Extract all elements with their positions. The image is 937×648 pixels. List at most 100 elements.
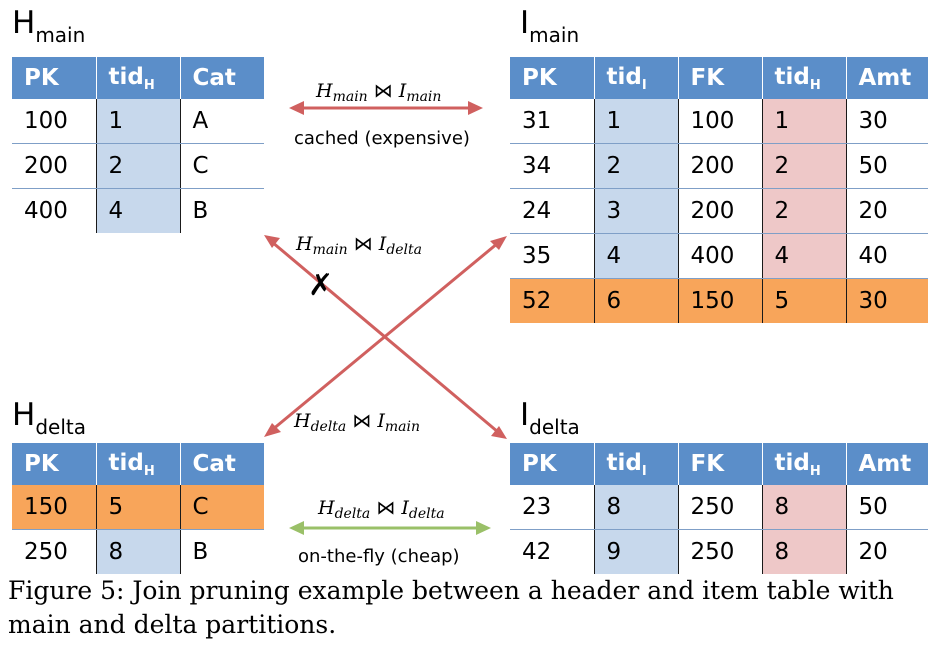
h-main-table: PK tidH Cat 100 1 A 200 2 C 400 4 B	[12, 57, 264, 233]
h-delta-table: PK tidH Cat 150 5 C 250 8 B	[12, 443, 264, 574]
table-row: 35 4 400 4 40	[510, 233, 928, 279]
table-cell: 34	[510, 143, 595, 189]
table-cell: 2	[762, 188, 847, 234]
table-cell: 150	[678, 278, 763, 323]
column-header: Cat	[180, 57, 264, 99]
table-cell: 5	[96, 485, 181, 530]
table-row: 400 4 B	[12, 188, 264, 233]
join-label-main-delta: Hmain ⋈ Idelta	[296, 233, 423, 258]
h-delta-title: Hdelta	[12, 397, 86, 439]
column-header: PK	[510, 57, 595, 99]
join-note-cached: cached (expensive)	[294, 128, 470, 149]
table-row: 34 2 200 2 50	[510, 143, 928, 189]
column-header: tidH	[96, 443, 181, 485]
i-main-title: Imain	[520, 5, 580, 47]
table-cell: 4	[96, 188, 181, 233]
table-cell: B	[192, 198, 209, 224]
column-header: tidI	[594, 57, 679, 99]
join-note-on-the-fly: on-the-fly (cheap)	[298, 546, 460, 567]
column-header: Cat	[180, 443, 264, 485]
column-header: Amt	[846, 443, 928, 485]
table-cell: 23	[510, 485, 595, 530]
h-main-title: Hmain	[12, 5, 86, 47]
table-cell: 100	[678, 99, 763, 144]
table-row: 52 6 150 5 30	[510, 278, 928, 323]
table-cell: 8	[96, 529, 181, 574]
table-cell: C	[180, 485, 264, 530]
table-cell: 50	[846, 143, 928, 189]
arrow-main-main	[289, 101, 483, 115]
table-cell: 8	[762, 529, 847, 574]
header-row: PK tidI FK tidH Amt	[510, 443, 928, 485]
column-header: FK	[678, 443, 763, 485]
column-header: PK	[12, 57, 97, 99]
join-label-delta-delta: Hdelta ⋈ Idelta	[318, 497, 445, 522]
table-cell: 4	[594, 233, 679, 279]
table-cell: 1	[594, 99, 679, 144]
table-cell: 2	[96, 143, 181, 189]
column-header: PK	[12, 443, 97, 485]
table-cell: 35	[510, 233, 595, 279]
table-cell: 250	[678, 485, 763, 530]
table-row: 24 3 200 2 20	[510, 188, 928, 234]
table-cell: 150	[12, 485, 97, 530]
table-row: 250 8 B	[12, 529, 264, 574]
join-label-main-main: Hmain ⋈ Imain	[316, 80, 442, 105]
table-cell: 250	[678, 529, 763, 574]
column-header: PK	[510, 443, 595, 485]
table-row: 100 1 A	[12, 99, 264, 144]
table-cell: 200	[12, 143, 97, 189]
table-row: 42 9 250 8 20	[510, 529, 928, 574]
table-cell: 20	[858, 539, 888, 565]
join-label-delta-main: Hdelta ⋈ Imain	[294, 410, 421, 435]
table-cell: 42	[510, 529, 595, 574]
table-cell: 8	[594, 485, 679, 530]
table-cell: 2	[594, 143, 679, 189]
table-cell: 30	[846, 99, 928, 144]
table-row: 200 2 C	[12, 143, 264, 189]
header-row: PK tidH Cat	[12, 443, 264, 485]
table-cell: 1	[762, 99, 847, 144]
table-cell: 400	[678, 233, 763, 279]
column-header: FK	[678, 57, 763, 99]
table-cell: 250	[12, 529, 97, 574]
table-cell: A	[180, 99, 264, 144]
table-cell: 200	[678, 188, 763, 234]
figure-caption: Figure 5: Join pruning example between a…	[8, 576, 894, 639]
table-cell: 100	[12, 99, 97, 144]
column-header: tidH	[762, 443, 847, 485]
table-cell: 31	[510, 99, 595, 144]
table-cell: 50	[846, 485, 928, 530]
table-cell: 24	[510, 188, 595, 234]
table-cell: 1	[96, 99, 181, 144]
table-cell: 3	[594, 188, 679, 234]
table-cell: 8	[762, 485, 847, 530]
i-delta-table: PK tidI FK tidH Amt 23 8 250 8 50 42 9 250 8 20	[510, 443, 928, 574]
table-cell: 9	[594, 529, 679, 574]
header-row: PK tidI FK tidH Amt	[510, 57, 928, 99]
header-row: PK tidH Cat	[12, 57, 264, 99]
i-main-table: PK tidI FK tidH Amt 31 1 100 1 30 34 2 200 2 50 24 3 200 2…	[510, 57, 928, 323]
table-cell: 30	[846, 278, 928, 323]
table-cell: 400	[12, 188, 97, 233]
arrow-delta-delta	[289, 521, 491, 535]
table-row: 31 1 100 1 30	[510, 99, 928, 144]
table-row: 150 5 C	[12, 485, 264, 530]
column-header: tidH	[96, 57, 181, 99]
table-cell: C	[180, 143, 264, 189]
table-cell: 200	[678, 143, 763, 189]
table-cell: 4	[762, 233, 847, 279]
column-header: Amt	[846, 57, 928, 99]
table-cell: 20	[846, 188, 928, 234]
column-header: tidI	[594, 443, 679, 485]
table-cell: B	[192, 539, 209, 565]
arrow-hdelta-imain	[264, 236, 507, 437]
table-cell: 40	[846, 233, 928, 279]
table-cell: 5	[762, 278, 847, 323]
column-header: tidH	[762, 57, 847, 99]
table-cell: 52	[510, 278, 595, 323]
pruned-cross-icon: ✗	[308, 268, 334, 303]
table-cell: 6	[594, 278, 679, 323]
table-row: 23 8 250 8 50	[510, 485, 928, 530]
